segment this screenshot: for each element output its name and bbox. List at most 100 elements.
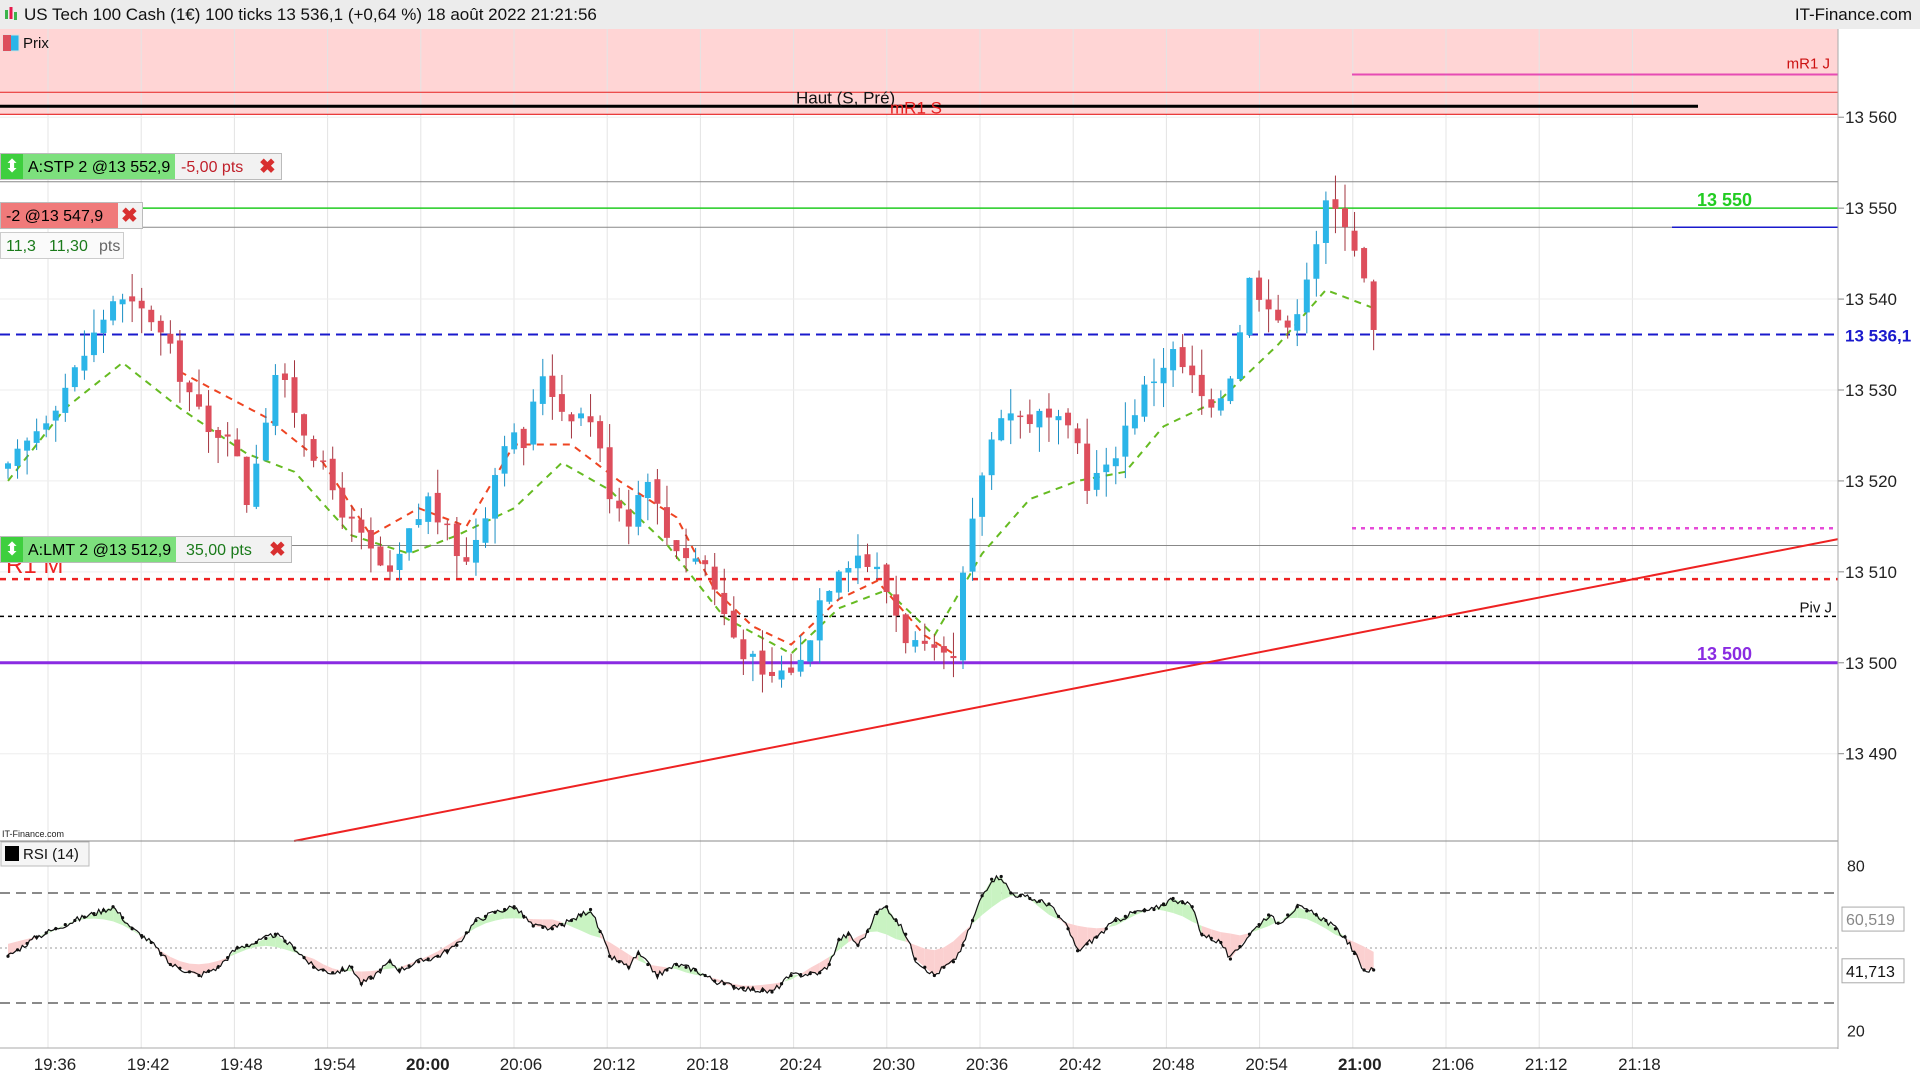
rsi-point <box>531 924 535 928</box>
rsi-point <box>588 907 593 912</box>
rsi-fill-segment <box>800 967 811 975</box>
x-tick-label: 20:12 <box>593 1055 636 1074</box>
current-price-box <box>1840 322 1920 347</box>
rsi-point <box>779 982 784 986</box>
rsi-fill-segment <box>877 906 887 935</box>
candle-body <box>854 555 861 569</box>
rsi-point <box>331 971 335 975</box>
stop-order-close-icon[interactable]: ✖ <box>259 156 276 178</box>
rsi-fill-segment <box>991 876 1002 908</box>
candle-body <box>654 479 661 504</box>
candle-body <box>1103 464 1110 473</box>
candle-body <box>1093 472 1100 490</box>
y-tick-label: 13 540 <box>1845 290 1897 309</box>
rsi-point <box>302 956 306 960</box>
rsi-point <box>1257 923 1261 927</box>
rsi-point <box>932 973 936 978</box>
rsi-point <box>569 918 574 923</box>
rsi-point <box>980 894 984 898</box>
stop-order-handle[interactable]: ⬍ <box>1 154 23 179</box>
rsi-fill-segment <box>628 953 639 968</box>
candle-body <box>387 565 393 572</box>
rsi-point <box>894 918 898 923</box>
x-tick-label: 20:00 <box>406 1055 449 1074</box>
rsi-point <box>273 932 277 936</box>
position-close-icon[interactable]: ✖ <box>121 205 138 227</box>
rsi-point <box>350 965 354 969</box>
rsi-point <box>54 927 58 931</box>
candle-body <box>43 423 50 430</box>
candle-body <box>826 590 833 602</box>
y-tick-label: 13 510 <box>1845 563 1897 582</box>
rsi-point <box>760 989 765 993</box>
candle-body <box>24 440 31 451</box>
candle-body <box>224 434 231 437</box>
rsi-point <box>904 932 908 936</box>
rsi-point <box>1286 913 1290 917</box>
rsi-point <box>292 946 297 950</box>
rsi-point <box>1152 907 1156 912</box>
limit-order-close-icon[interactable]: ✖ <box>269 539 286 561</box>
candle-body <box>1370 281 1377 330</box>
stop-order-badge[interactable]: ⬍ A:STP 2 @13 552,9 -5,00 pts ✖ <box>0 153 282 180</box>
candle-body <box>14 448 21 466</box>
candle-body <box>1256 277 1263 300</box>
candle-body <box>1017 415 1024 418</box>
rsi-readout-b: 41,713 <box>1846 964 1895 981</box>
candle-body <box>721 592 728 615</box>
rsi-fill-segment <box>1259 915 1269 930</box>
rsi-point <box>92 912 96 916</box>
rsi-point <box>254 940 258 945</box>
rsi-point <box>1114 918 1118 923</box>
candle-body <box>377 546 384 566</box>
candle-body <box>444 523 451 526</box>
candle-body <box>157 320 164 333</box>
candle-body <box>186 382 193 393</box>
candle-body <box>215 429 222 438</box>
candle-body <box>243 456 250 506</box>
rsi-point <box>369 976 373 980</box>
candle-body <box>530 401 537 445</box>
candle-body <box>1112 458 1119 467</box>
candle-body <box>1045 408 1052 418</box>
candle-body <box>940 646 947 653</box>
position-badge[interactable]: -2 @13 547,9 ✖ <box>0 202 143 229</box>
rsi-fill-segment <box>189 963 199 976</box>
x-tick-label: 21:06 <box>1432 1055 1475 1074</box>
rsi-legend[interactable]: RSI (14) <box>0 841 90 867</box>
candle-body <box>864 554 871 567</box>
rsi-point <box>1267 913 1271 917</box>
position-pnl-unit: pts <box>99 238 121 255</box>
candle-body <box>367 530 374 549</box>
candle-body <box>1332 199 1339 209</box>
candle-body <box>769 671 775 676</box>
rsi-point <box>560 923 564 927</box>
x-tick-label: 21:18 <box>1618 1055 1661 1074</box>
candle-body <box>749 653 756 657</box>
price-legend[interactable]: Prix <box>2 34 49 52</box>
candle-body <box>730 610 737 638</box>
candle-body <box>1265 299 1272 310</box>
candle-body <box>1351 230 1358 251</box>
rsi-fill-segment <box>1239 933 1250 947</box>
haut-s-pre-label: Haut (S, Pré) <box>796 88 895 107</box>
rsi-point <box>426 957 430 961</box>
rsi-fill-segment <box>313 958 324 970</box>
rsi-point <box>6 954 10 958</box>
limit-order-handle[interactable]: ⬍ <box>1 537 23 562</box>
limit-order-badge[interactable]: ⬍ A:LMT 2 @13 512,9 35,00 pts ✖ <box>0 536 292 563</box>
rsi-y-tick-label: 80 <box>1847 859 1865 876</box>
rsi-fill-segment <box>600 931 610 957</box>
rsi-point <box>1324 918 1328 923</box>
rsi-point <box>283 939 287 943</box>
rsi-point <box>646 962 650 967</box>
rsi-point <box>827 962 831 967</box>
candle-body <box>1361 248 1368 279</box>
x-tick-label: 21:00 <box>1338 1055 1381 1074</box>
rsi-point <box>1352 951 1357 956</box>
rsi-fill-segment <box>447 939 457 951</box>
candle-body <box>262 422 269 461</box>
trendline <box>293 538 1839 842</box>
rsi-point <box>1018 894 1022 898</box>
